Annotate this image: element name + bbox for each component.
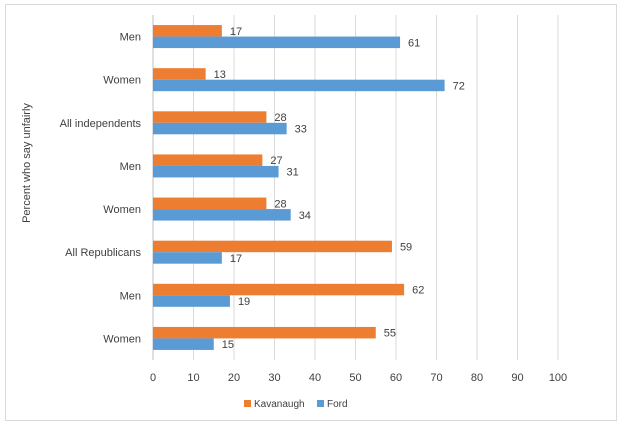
- data-label-kavanaugh: 13: [214, 69, 226, 81]
- bar-ford: [153, 122, 287, 135]
- category-label: All independents: [60, 118, 142, 130]
- data-label-ford: 31: [287, 167, 299, 179]
- category-label: All Republicans: [65, 247, 141, 259]
- gridlines: [152, 15, 559, 360]
- legend-swatch-ford: [317, 400, 324, 407]
- category-labels: Men Women All independents Men Women All Repu…: [60, 32, 142, 346]
- bar-ford: [153, 36, 401, 49]
- x-tick-label: 70: [430, 372, 442, 384]
- category-label: Women: [103, 75, 141, 87]
- data-label-kavanaugh: 28: [274, 112, 286, 124]
- x-tick-label: 40: [309, 372, 321, 384]
- category-label: Women: [103, 333, 141, 345]
- data-label-kavanaugh: 55: [384, 328, 396, 340]
- data-label-ford: 19: [238, 296, 250, 308]
- x-tick-label: 10: [187, 372, 199, 384]
- category-label: Women: [103, 204, 141, 216]
- bars: [153, 25, 445, 350]
- data-label-kavanaugh: 28: [274, 198, 286, 210]
- bar-kavanaugh: [153, 283, 405, 296]
- legend-swatch-kavanaugh: [244, 400, 251, 407]
- bar-kavanaugh: [153, 240, 392, 253]
- x-tick-label: 50: [349, 372, 361, 384]
- data-label-ford: 17: [230, 253, 242, 265]
- category-label: Men: [120, 161, 141, 173]
- data-label-ford: 33: [295, 124, 307, 136]
- legend: Kavanaugh Ford: [244, 399, 348, 410]
- bar-ford: [153, 338, 214, 350]
- data-label-kavanaugh: 62: [412, 285, 424, 297]
- data-label-ford: 72: [453, 80, 465, 92]
- x-tick-label: 80: [471, 372, 483, 384]
- bar-kavanaugh: [153, 68, 206, 80]
- legend-label-ford: Ford: [327, 399, 348, 410]
- data-label-kavanaugh: 27: [270, 155, 282, 167]
- bar-ford: [153, 79, 445, 92]
- bar-kavanaugh: [153, 326, 376, 339]
- x-tick-label: 60: [390, 372, 402, 384]
- bar-kavanaugh: [153, 25, 222, 37]
- data-label-kavanaugh: 17: [230, 26, 242, 38]
- legend-label-kavanaugh: Kavanaugh: [254, 399, 305, 410]
- x-tick-label: 90: [511, 372, 523, 384]
- data-label-ford: 15: [222, 339, 234, 351]
- x-tick-label: 30: [268, 372, 280, 384]
- x-tick-label: 20: [228, 372, 240, 384]
- x-tick-labels: 0 10 20 30 40 50 60 70 80 90 100: [150, 372, 567, 384]
- bar-ford: [153, 252, 222, 264]
- bar-ford: [153, 209, 291, 221]
- category-label: Men: [120, 290, 141, 302]
- bar-kavanaugh: [153, 111, 267, 123]
- x-tick-label: 100: [549, 372, 567, 384]
- bar-ford: [153, 165, 279, 178]
- bar-ford: [153, 295, 230, 307]
- chart-frame: [5, 4, 617, 421]
- data-labels: 17 61 13 72 28 33 27 31 28 34 59 17 62 19 55 15: [214, 26, 465, 351]
- category-label: Men: [120, 32, 141, 44]
- y-axis-title: Percent who say unfairly: [21, 103, 33, 223]
- bar-kavanaugh: [153, 197, 267, 210]
- data-label-ford: 34: [299, 210, 311, 222]
- bar-kavanaugh: [153, 154, 263, 166]
- x-tick-label: 0: [150, 372, 156, 384]
- data-label-kavanaugh: 59: [400, 241, 412, 253]
- data-label-ford: 61: [408, 37, 420, 49]
